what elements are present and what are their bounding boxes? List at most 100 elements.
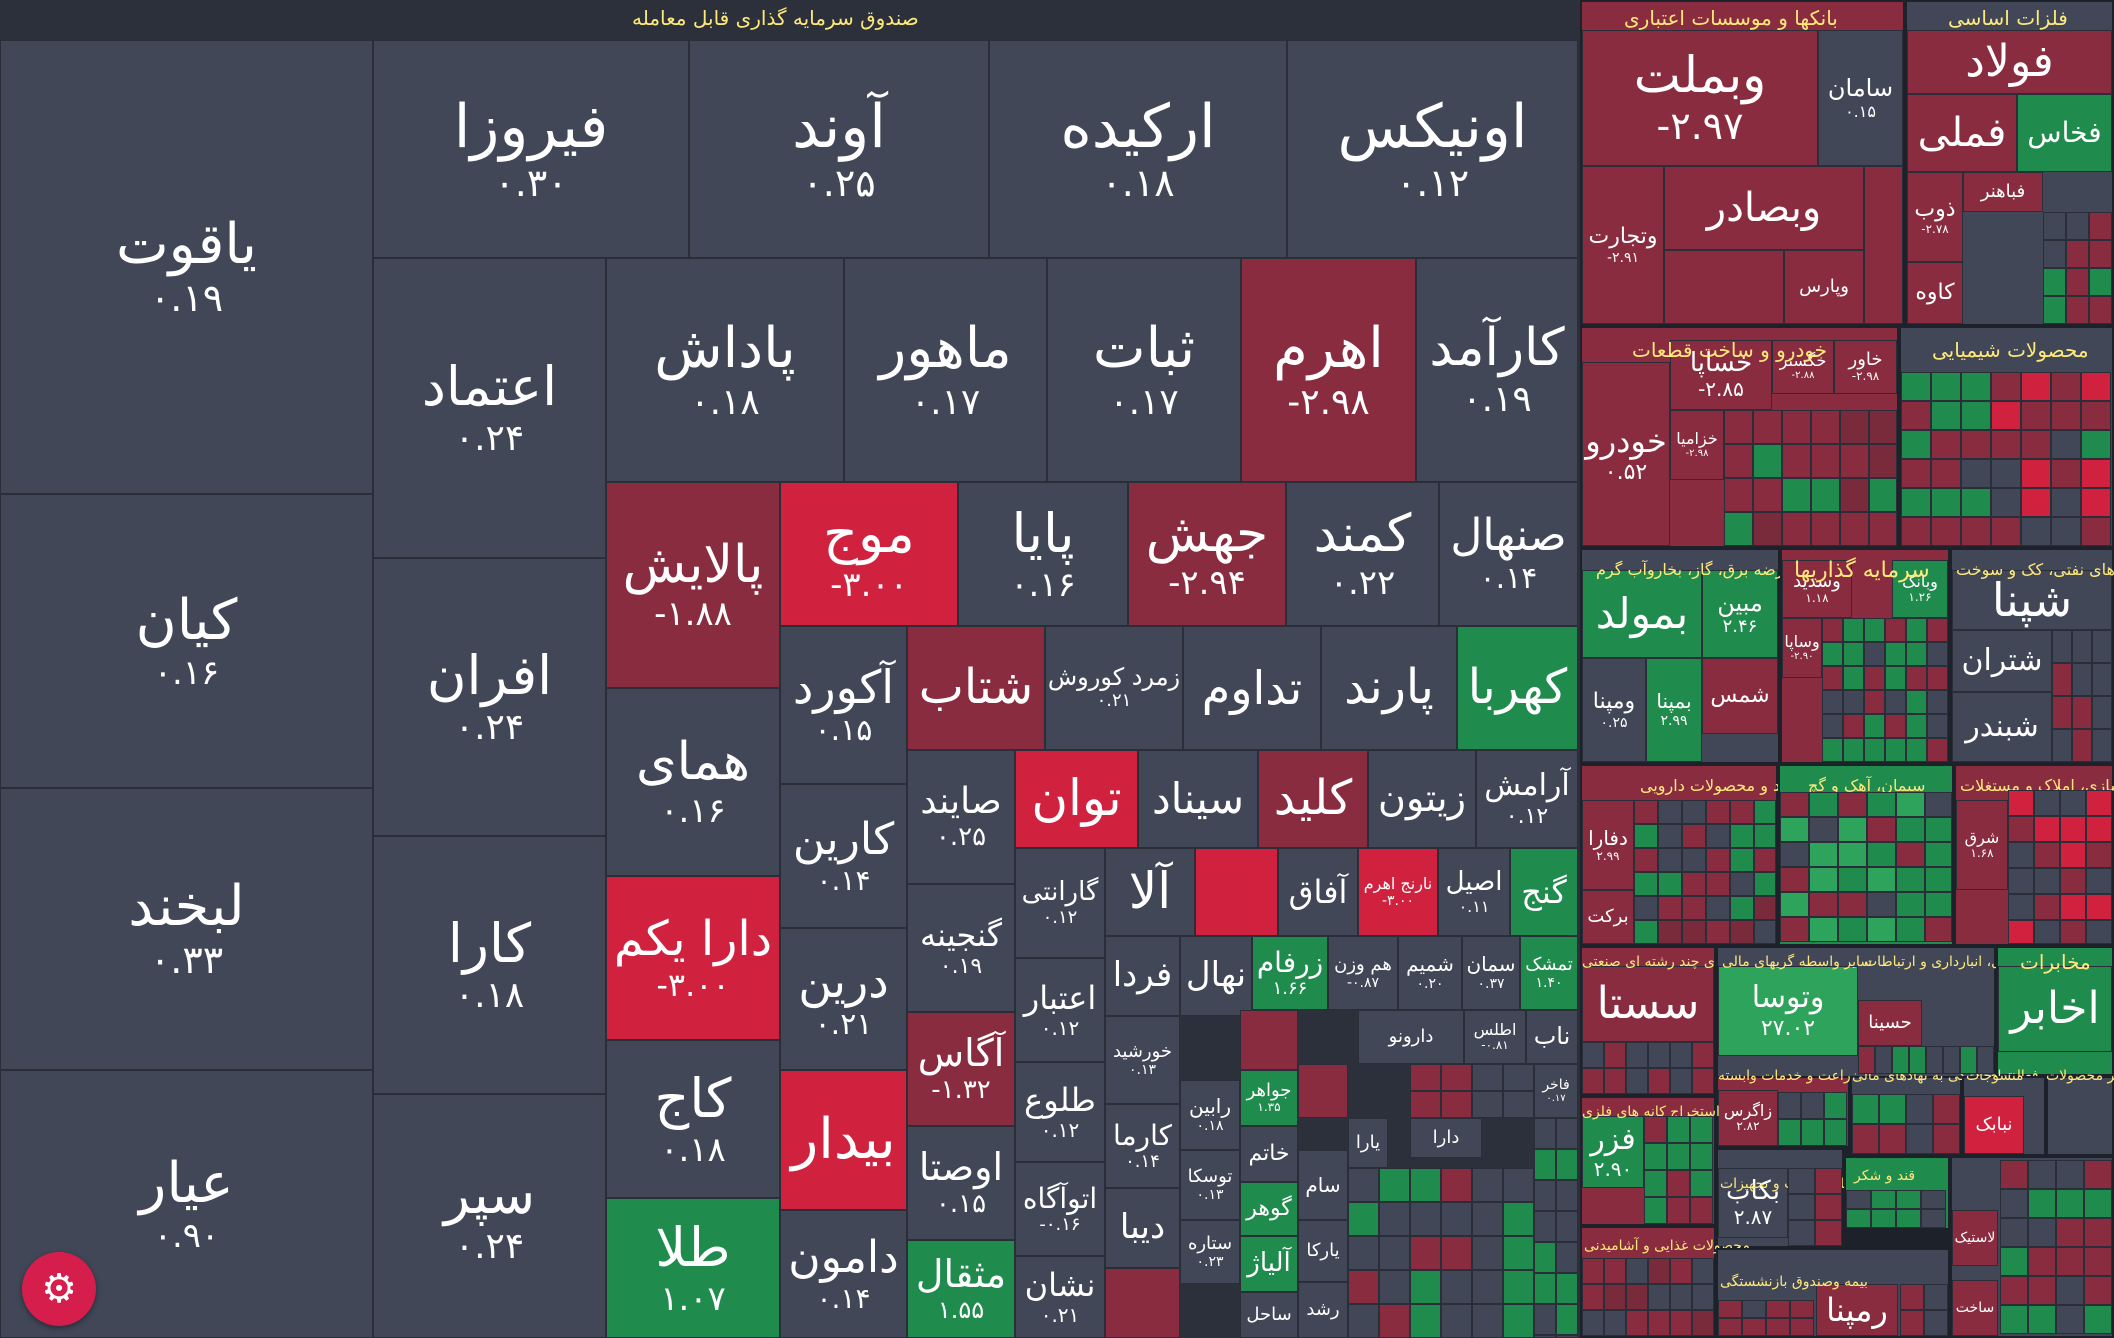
tile-lastik[interactable]: لاستیک [1952,1210,1998,1266]
mini-cell[interactable] [1534,1242,1556,1273]
tile-bank-small-2[interactable] [1664,250,1784,324]
tile-kian[interactable]: کیان ۰.۱۶ [0,494,373,788]
mini-cell[interactable] [1441,1168,1472,1202]
tile-ganjine[interactable]: گنجینه ۰.۱۹ [907,884,1015,1012]
tile-karin[interactable]: کارین ۰.۱۴ [780,784,907,928]
tile-zarfam[interactable]: زرفام ۱.۶۶ [1252,936,1328,1010]
tile-kamand[interactable]: کمند ۰.۲۲ [1286,482,1439,626]
mini-cell[interactable] [1472,1304,1503,1338]
mini-cell[interactable] [1503,1304,1534,1338]
mini-cell[interactable] [1379,1304,1410,1338]
mini-cell[interactable] [1556,1180,1578,1211]
tile-etemad[interactable]: اعتماد ۰.۲۴ [373,258,606,558]
tile-akord[interactable]: آکورد ۰.۱۵ [780,626,907,784]
tile-zomorod[interactable]: زمرد کوروش ۰.۲۱ [1045,626,1183,750]
tile-karamad[interactable]: کارآمد ۰.۱۹ [1416,258,1578,482]
tile-padash[interactable]: پاداش ۰.۱۸ [606,258,844,482]
tile-setare[interactable]: ستاره ۰.۲۳ [1180,1220,1240,1284]
tile-vempna[interactable]: ومپنا ۰.۲۵ [1582,658,1646,762]
tile-saman[interactable]: سامان ۰.۱۵ [1818,30,1903,166]
mini-cell[interactable] [1534,1118,1556,1149]
mini-cell[interactable] [1441,1236,1472,1270]
tile-paya[interactable]: پایا ۰.۱۶ [958,482,1128,626]
tile-vpars[interactable]: وپارس [1784,250,1864,324]
mini-cell[interactable] [1379,1202,1410,1236]
tile-red-small-1[interactable] [1105,1268,1180,1338]
mini-cell[interactable] [1503,1202,1534,1236]
tile-khsapa[interactable]: خساپا -۲.۸۵ [1670,340,1772,410]
tile-asil[interactable]: اصیل ۰.۱۱ [1438,848,1510,936]
tile-labkhand[interactable]: لبخند ۰.۳۳ [0,788,373,1070]
mini-cell[interactable] [1472,1091,1503,1118]
tile-narenj[interactable]: نارنج اهرم -۳.۰۰ [1358,848,1438,936]
mini-cell[interactable] [1556,1149,1578,1180]
tile-osta[interactable]: اوصتا ۰.۱۵ [907,1126,1015,1240]
mini-cell[interactable] [1472,1270,1503,1304]
tile-zagros[interactable]: زاگرس ۲.۸۲ [1718,1090,1778,1146]
tile-vbank[interactable]: وبانک ۱.۲۶ [1892,560,1948,618]
tile-vbmellat[interactable]: وبملت -۲.۹۷ [1582,30,1818,166]
mini-cell[interactable] [1348,1202,1379,1236]
tile-khatam[interactable]: خاتم [1240,1126,1298,1182]
mini-cell[interactable] [1441,1304,1472,1338]
tile-onyx[interactable]: اونیکس ۰.۱۲ [1287,40,1578,258]
tile-gohar[interactable]: گوهر [1240,1182,1298,1236]
tile-red-small-2[interactable] [1240,1010,1298,1070]
tile-red-blank[interactable] [1195,848,1278,936]
tile-diba[interactable]: دیبا [1105,1188,1180,1268]
tile-separ[interactable]: سپر ۰.۲۴ [373,1094,606,1338]
tile-afagh[interactable]: آفاق [1278,848,1358,936]
tile-yaqut[interactable]: یاقوت ۰.۱۹ [0,40,373,494]
mini-cell[interactable] [1348,1168,1379,1202]
tile-toloo[interactable]: طلوع ۰.۱۲ [1015,1062,1105,1162]
mini-cell[interactable] [1379,1270,1410,1304]
tile-khazamia[interactable]: خزامیا -۲.۹۸ [1670,410,1724,480]
tile-fakhas[interactable]: فخاس [2017,94,2112,172]
tile-bampna[interactable]: بمپنا ۲.۹۹ [1646,658,1702,762]
tile-bamoled[interactable]: بمولد [1582,570,1702,658]
tile-tala[interactable]: طلا ۱.۰۷ [606,1198,780,1338]
tile-barkat[interactable]: برکت [1582,890,1634,944]
tile-red-small-3[interactable] [1298,1064,1348,1118]
tile-shetab[interactable]: شتاب [907,626,1045,750]
tile-homay[interactable]: همای ۰.۱۶ [606,688,780,876]
tile-shamim[interactable]: شمیم ۰.۲۰ [1398,936,1462,1010]
tile-javaher[interactable]: جواهر ۱.۳۵ [1240,1070,1298,1126]
tile-daraycom[interactable]: دارا یکم -۳.۰۰ [606,876,780,1040]
tile-dfara[interactable]: دفارا ۲.۹۹ [1582,800,1634,890]
tile-vbsader[interactable]: وبصادر [1664,166,1864,250]
tile-sakht[interactable]: ساخت [1952,1280,1998,1336]
tile-ganj[interactable]: گنج [1510,848,1578,936]
tile-saman2[interactable]: سمان ۰.۳۷ [1462,936,1520,1010]
mini-cell[interactable] [1556,1273,1578,1304]
mini-cell[interactable] [1503,1091,1534,1118]
tile-afran[interactable]: افران ۰.۲۴ [373,558,606,836]
tile-fabahonar[interactable]: فباهنر [1963,172,2043,212]
tile-khegostar[interactable]: خگستر -۲.۸۸ [1772,340,1834,394]
mini-cell[interactable] [1410,1064,1441,1091]
tile-shams[interactable]: شمس [1702,658,1778,734]
tile-mahoor[interactable]: ماهور ۰.۱۷ [844,258,1047,482]
tile-rabin[interactable]: رابین ۰.۱۸ [1180,1080,1240,1150]
tile-dara[interactable]: دارا [1410,1118,1482,1158]
tile-tadavom[interactable]: تداوم [1183,626,1321,750]
mini-cell[interactable] [1348,1304,1379,1338]
mini-cell[interactable] [1441,1202,1472,1236]
tile-karma[interactable]: کارما ۰.۱۴ [1105,1104,1180,1188]
mini-cell[interactable] [1503,1168,1534,1202]
tile-etebar[interactable]: اعتبار ۰.۱۲ [1015,958,1105,1062]
tile-aliaj[interactable]: آلیاژ [1240,1236,1298,1292]
mini-cell[interactable] [1410,1202,1441,1236]
mini-cell[interactable] [1348,1270,1379,1304]
mini-cell[interactable] [1534,1304,1556,1335]
tile-sayand[interactable]: صایند ۰.۲۵ [907,750,1015,884]
tile-nabik[interactable]: نبابک [1964,1096,2024,1154]
tile-zob[interactable]: ذوب -۲.۷۸ [1907,172,1963,262]
tile-akhaber[interactable]: اخابر [1998,966,2112,1052]
tile-sheran[interactable]: شتران [1952,630,2052,692]
mini-cell[interactable] [1556,1211,1578,1242]
tile-tooska[interactable]: توسکا ۰.۱۳ [1180,1150,1240,1220]
tile-khodro[interactable]: خودرو ۰.۵۲ [1582,362,1670,546]
tile-jahesh[interactable]: جهش -۲.۹۴ [1128,482,1286,626]
mini-cell[interactable] [1410,1091,1441,1118]
